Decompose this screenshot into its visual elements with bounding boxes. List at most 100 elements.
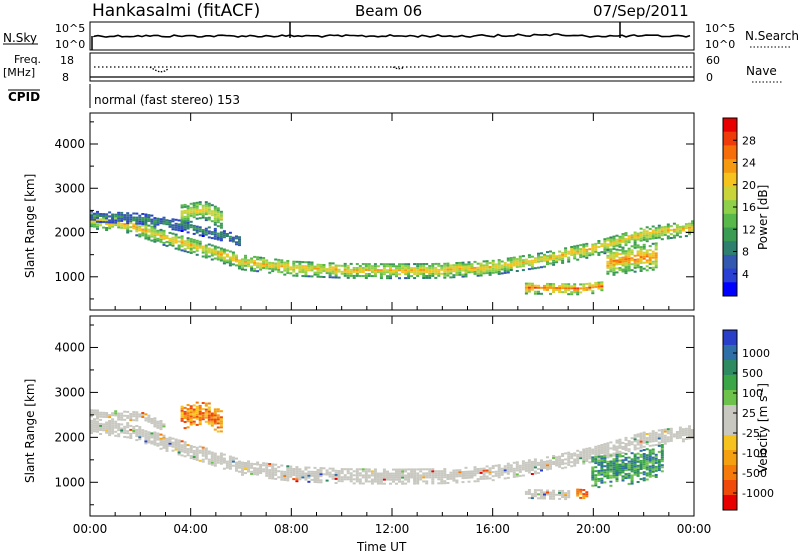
power-cell: [564, 247, 568, 250]
velocity-cell: [515, 469, 519, 472]
power-cell: [675, 234, 679, 237]
power-cell: [198, 240, 202, 243]
power-cell: [183, 248, 187, 251]
power-cell: [135, 228, 139, 231]
velocity-cell: [449, 477, 453, 480]
velocity-cell: [461, 471, 465, 473]
power-cell: [543, 253, 546, 256]
power-cell: [123, 223, 127, 226]
velocity-cell: [213, 412, 217, 415]
power-cell: [488, 273, 492, 276]
power-cell: [461, 265, 465, 268]
power-cell: [594, 242, 598, 245]
power-cell: [561, 287, 565, 290]
velocity-cell: [192, 412, 196, 415]
power-cell: [147, 218, 151, 221]
velocity-cell: [325, 471, 329, 474]
velocity-cell: [530, 473, 534, 475]
velocity-cell: [389, 482, 392, 485]
power-cell: [530, 255, 534, 258]
velocity-cell: [434, 476, 438, 479]
velocity-cell: [216, 459, 220, 462]
power-cell: [150, 235, 154, 238]
velocity-cell: [132, 419, 136, 422]
power-cell: [600, 287, 604, 290]
velocity-cell: [280, 464, 284, 467]
power-cell: [618, 239, 622, 242]
power-cell: [207, 226, 211, 229]
power-cell: [262, 259, 266, 261]
power-cell: [204, 256, 208, 259]
power-cell: [639, 235, 643, 238]
velocity-cell: [503, 477, 507, 480]
velocity-cell: [316, 477, 320, 480]
power-cell: [609, 270, 613, 273]
velocity-cell: [301, 472, 305, 475]
colorbar-swatch: [723, 159, 737, 174]
velocity-cell: [382, 468, 386, 471]
power-cell: [627, 255, 631, 258]
velocity-cell: [213, 410, 217, 413]
power-cell: [594, 283, 598, 286]
power-cell: [395, 269, 398, 272]
velocity-cell: [603, 449, 607, 452]
power-cell: [174, 218, 178, 221]
power-cell: [537, 286, 540, 289]
velocity-cell: [633, 438, 637, 441]
power-cell: [165, 240, 169, 243]
velocity-cell: [183, 445, 187, 448]
velocity-cell: [648, 453, 652, 456]
velocity-cell: [304, 466, 308, 469]
power-cell: [231, 253, 235, 256]
velocity-cell: [346, 470, 350, 473]
velocity-cell: [114, 424, 118, 427]
velocity-cell: [624, 473, 628, 476]
power-cell: [615, 255, 619, 258]
power-cell: [292, 262, 296, 265]
velocity-cell: [153, 437, 157, 440]
velocity-cell: [530, 466, 534, 469]
power-cell: [691, 224, 694, 227]
velocity-cell: [295, 472, 299, 475]
power-cell: [198, 203, 202, 206]
velocity-cell: [222, 457, 226, 460]
velocity-cell: [286, 473, 290, 476]
velocity-cell: [162, 438, 166, 441]
velocity-cell: [615, 457, 619, 460]
power-cell: [126, 222, 130, 225]
time-xlabel: Time UT: [356, 540, 407, 554]
power-cell: [681, 227, 685, 230]
power-cell: [654, 227, 658, 230]
velocity-cell: [298, 472, 302, 475]
velocity-cell: [141, 414, 145, 416]
velocity-cell: [216, 414, 220, 417]
velocity-cell: [567, 457, 571, 460]
velocity-cell: [346, 476, 350, 479]
velocity-cell: [624, 477, 628, 480]
velocity-cell: [558, 461, 562, 464]
power-cell: [153, 223, 157, 226]
power-cell: [437, 268, 441, 271]
power-cell: [443, 272, 447, 275]
velocity-cell: [515, 465, 519, 468]
velocity-cell: [286, 469, 290, 472]
power-cell: [494, 269, 498, 272]
power-cell: [180, 241, 184, 244]
power-cell: [657, 224, 661, 227]
power-cell: [376, 269, 380, 272]
power-cell: [247, 259, 250, 262]
velocity-cell: [358, 472, 362, 475]
velocity-cell: [174, 440, 178, 443]
velocity-cell: [648, 465, 652, 468]
colorbar-swatch: [723, 360, 737, 376]
power-cell: [458, 267, 462, 270]
power-cell: [126, 231, 130, 234]
velocity-cell: [669, 433, 673, 436]
power-cell: [594, 244, 598, 247]
power-cell: [370, 265, 374, 268]
velocity-cell: [186, 410, 190, 413]
power-cell: [398, 265, 401, 268]
power-cell: [177, 248, 181, 251]
velocity-cell: [660, 444, 664, 446]
power-cell: [141, 224, 145, 227]
